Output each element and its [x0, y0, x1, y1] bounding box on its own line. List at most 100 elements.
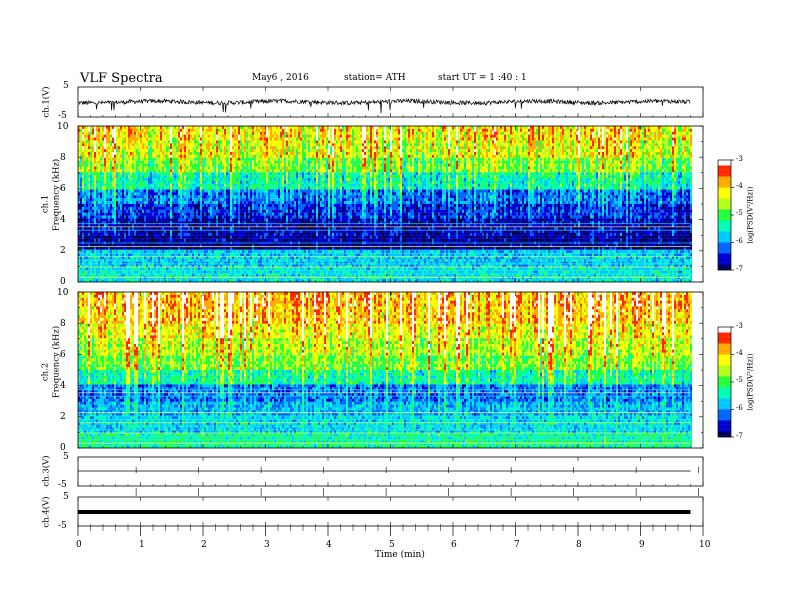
colorbar-cell — [718, 260, 731, 263]
colorbar-cell — [718, 416, 731, 419]
ch1-ftick-8: 8 — [60, 154, 66, 163]
colorbar-cell — [718, 360, 731, 363]
colorbar-cell — [718, 242, 731, 245]
ch2-ftick-0: 0 — [60, 444, 66, 453]
colorbar-cell — [718, 211, 731, 214]
colorbar-cell — [718, 415, 731, 418]
xtick-0: 0 — [76, 541, 82, 550]
cb1-tick-m3: -3 — [736, 156, 743, 163]
colorbar-cell — [718, 352, 731, 355]
colorbar-cell — [718, 382, 731, 385]
colorbar-cell — [718, 418, 731, 421]
colorbar-cell — [718, 215, 731, 218]
colorbar-cell — [718, 189, 731, 192]
colorbar-cell — [718, 235, 731, 238]
colorbar-cell — [718, 183, 731, 186]
ch1-ftick-4: 4 — [60, 216, 66, 225]
colorbar-cell — [718, 248, 731, 251]
ch1-ytick-top: 5 — [63, 82, 69, 91]
colorbar-cell — [718, 435, 731, 438]
colorbar-cell — [718, 220, 731, 223]
colorbar-cell — [718, 198, 731, 201]
ch1-ftick-6: 6 — [60, 185, 66, 194]
colorbar-cell — [718, 341, 731, 344]
ch2-ftick-4: 4 — [60, 382, 66, 391]
colorbar-cell — [718, 389, 731, 392]
colorbar-cell — [718, 213, 731, 216]
colorbar-cell — [718, 196, 731, 199]
ch4-ytick-bottom: -5 — [58, 522, 67, 531]
cb2-tick-m5: -5 — [736, 377, 743, 384]
ch3-ytick-top: 5 — [63, 453, 69, 462]
colorbar-cell — [718, 191, 731, 194]
colorbar-cell — [718, 398, 731, 401]
cb1-tick-m5: -5 — [736, 210, 743, 217]
colorbar-cell — [718, 240, 731, 243]
spectrogram-cells — [78, 292, 693, 449]
colorbar-cell — [718, 369, 731, 372]
colorbar-cell — [718, 185, 731, 188]
cb2-tick-m3: -3 — [736, 323, 743, 330]
colorbar-cell — [718, 227, 731, 230]
colorbar-cell — [718, 426, 731, 429]
cb1-tick-m6: -6 — [736, 238, 743, 245]
colorbar-cell — [718, 327, 731, 330]
colorbar-cell — [718, 255, 731, 258]
colorbar-cell — [718, 393, 731, 396]
colorbar-cell — [718, 361, 731, 364]
colorbar-cell — [718, 422, 731, 425]
cb2-tick-m7: -7 — [736, 433, 743, 440]
xtick-6: 6 — [451, 541, 457, 550]
colorbar-cell — [718, 394, 731, 397]
colorbar-cell — [718, 387, 731, 390]
colorbar-cell — [718, 178, 731, 181]
cb1-tick-m4: -4 — [736, 183, 743, 190]
colorbar-cell — [718, 194, 731, 197]
ch1-spectrogram-panel — [78, 126, 693, 283]
colorbar-cell — [718, 209, 731, 212]
ch3-waveform-panel — [78, 467, 699, 473]
colorbar-cell — [718, 169, 731, 172]
xtick-4: 4 — [326, 541, 332, 550]
colorbar-cell — [718, 207, 731, 210]
colorbar-cell — [718, 424, 731, 427]
ch2-ftick-10: 10 — [57, 289, 68, 298]
cb2-label: log(PSD(V²/Hz)) — [747, 354, 756, 411]
colorbar-cell — [718, 249, 731, 252]
ch2-ftick-6: 6 — [60, 351, 66, 360]
colorbar-cell — [718, 233, 731, 236]
colorbar-cell — [718, 376, 731, 379]
ch1-waveform-trace — [77, 97, 691, 114]
ch1-ylabel: ch.1(V) — [42, 86, 52, 117]
cb2-tick-m4: -4 — [736, 350, 743, 357]
ch2-spec-ylabel-top: ch.2 — [41, 363, 51, 381]
colorbar-cell — [718, 238, 731, 241]
colorbar-cell — [718, 330, 731, 333]
colorbar-cell — [718, 193, 731, 196]
colorbar-cell — [718, 378, 731, 381]
colorbar-cell — [718, 391, 731, 394]
colorbar-cell — [718, 409, 731, 412]
colorbar-cell — [718, 338, 731, 341]
colorbar-cell — [718, 224, 731, 227]
colorbar-cell — [718, 165, 731, 168]
colorbar-cell — [718, 363, 731, 366]
colorbar-cell — [718, 429, 731, 432]
colorbar-cell — [718, 358, 731, 361]
xtick-1: 1 — [139, 541, 145, 550]
colorbar-cell — [718, 266, 731, 269]
colorbar-cell — [718, 372, 731, 375]
ch4-ytick-top: 5 — [63, 493, 69, 502]
colorbar-cell — [718, 237, 731, 240]
ch1-colorbar — [717, 159, 734, 271]
colorbar-cell — [718, 167, 731, 170]
colorbar-cell — [718, 433, 731, 436]
xtick-9: 9 — [639, 541, 645, 550]
colorbar-cell — [718, 180, 731, 183]
cb1-label: log(PSD(V²/Hz)) — [747, 187, 756, 244]
colorbar-cell — [718, 404, 731, 407]
colorbar-cell — [718, 365, 731, 368]
ch2-ftick-2: 2 — [60, 413, 66, 422]
xtick-5: 5 — [389, 541, 395, 550]
